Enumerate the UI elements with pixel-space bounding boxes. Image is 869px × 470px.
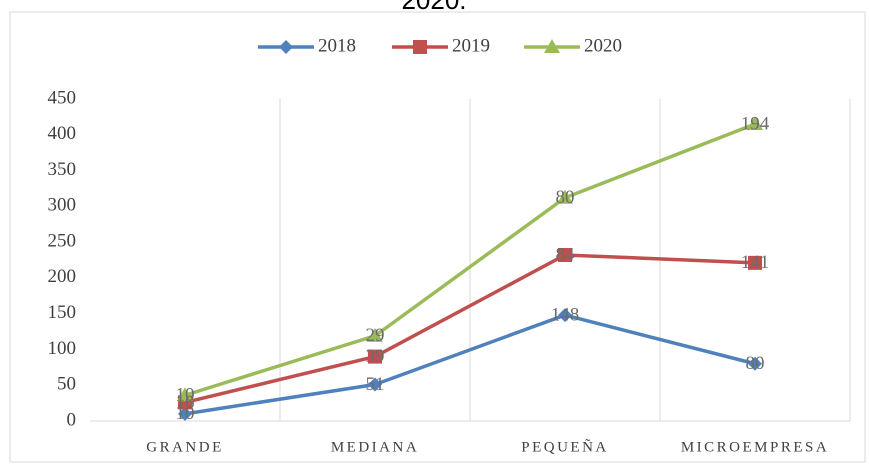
marker <box>544 39 560 53</box>
marker <box>558 247 572 262</box>
y-tick-label: 50 <box>57 374 76 395</box>
x-tick-label: GRANDE <box>146 439 224 455</box>
marker <box>747 116 763 131</box>
marker <box>748 356 762 371</box>
x-tick-label: PEQUEÑA <box>521 439 609 455</box>
marker <box>177 387 193 402</box>
y-tick-label: 250 <box>48 230 77 251</box>
legend-label: 2020 <box>584 35 622 56</box>
data-label: 80 <box>556 187 575 208</box>
marker <box>748 255 762 270</box>
series-line <box>184 253 756 405</box>
series-line <box>184 313 756 416</box>
y-tick-label: 150 <box>48 302 77 323</box>
y-tick-label: 300 <box>48 195 77 216</box>
x-tick-label: MICROEMPRESA <box>681 439 829 455</box>
data-label: 16 <box>176 392 195 413</box>
data-label: 10 <box>176 403 195 424</box>
legend-label: 2018 <box>318 35 356 56</box>
marker <box>413 40 427 54</box>
marker <box>367 327 383 342</box>
data-label: 84 <box>556 244 576 265</box>
y-tick-label: 0 <box>67 409 77 430</box>
y-tick-label: 350 <box>48 159 77 180</box>
x-tick-label: MEDIANA <box>331 439 419 455</box>
marker <box>368 377 382 392</box>
marker <box>178 406 192 421</box>
data-label: 29 <box>366 325 385 346</box>
data-label: 148 <box>551 304 580 325</box>
data-label: 10 <box>176 385 195 406</box>
marker <box>368 349 382 364</box>
chart-border <box>9 11 866 463</box>
series-line <box>184 122 756 397</box>
data-label: 194 <box>741 113 770 134</box>
legend-label: 2019 <box>452 35 490 56</box>
data-label: 39 <box>366 346 385 367</box>
marker <box>558 308 572 323</box>
marker <box>279 40 293 54</box>
y-tick-label: 450 <box>48 87 77 108</box>
y-tick-label: 200 <box>48 266 77 287</box>
chart-title: 2020. <box>401 0 466 15</box>
y-tick-label: 400 <box>48 123 77 144</box>
data-label: 141 <box>741 252 770 273</box>
marker <box>557 189 573 204</box>
data-label: 51 <box>366 374 385 395</box>
data-label: 80 <box>746 353 765 374</box>
y-tick-label: 100 <box>48 338 77 359</box>
